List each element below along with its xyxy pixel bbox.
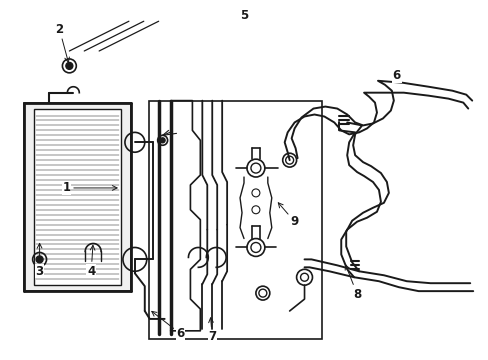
Text: 4: 4 bbox=[87, 246, 95, 278]
Text: 5: 5 bbox=[240, 9, 247, 22]
Bar bbox=[148, 100, 322, 339]
Text: 9: 9 bbox=[278, 203, 298, 228]
Text: 1: 1 bbox=[62, 181, 117, 194]
Text: 7: 7 bbox=[208, 318, 216, 343]
Text: 8: 8 bbox=[345, 265, 361, 301]
Circle shape bbox=[66, 62, 73, 69]
Text: 3: 3 bbox=[36, 243, 43, 278]
Circle shape bbox=[160, 138, 165, 143]
Bar bbox=[24, 103, 131, 291]
Text: 6: 6 bbox=[151, 311, 184, 340]
Text: 6: 6 bbox=[392, 69, 400, 82]
Text: 2: 2 bbox=[55, 23, 69, 62]
Circle shape bbox=[36, 256, 43, 263]
Bar bbox=[34, 109, 121, 285]
